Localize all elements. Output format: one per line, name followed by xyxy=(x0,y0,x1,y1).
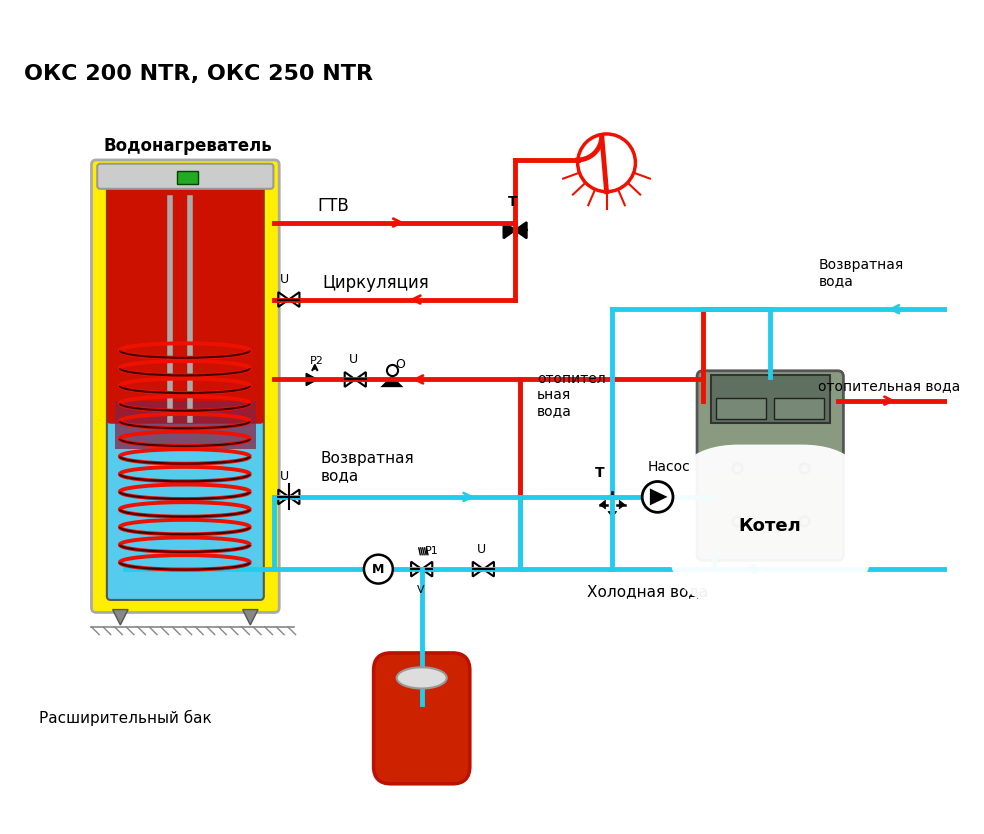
Polygon shape xyxy=(306,374,318,385)
Polygon shape xyxy=(243,610,258,625)
Text: Возвратная
вода: Возвратная вода xyxy=(321,450,414,483)
Text: ОКС 200 NTR, ОКС 250 NTR: ОКС 200 NTR, ОКС 250 NTR xyxy=(24,63,373,83)
Circle shape xyxy=(364,555,393,584)
FancyBboxPatch shape xyxy=(107,173,264,600)
Bar xyxy=(716,398,767,419)
Text: Возвратная
вода: Возвратная вода xyxy=(819,258,903,288)
Text: U: U xyxy=(279,273,288,286)
FancyBboxPatch shape xyxy=(702,475,838,554)
Text: P1: P1 xyxy=(424,545,438,555)
FancyBboxPatch shape xyxy=(374,653,469,784)
Bar xyxy=(177,170,199,184)
Text: U: U xyxy=(477,543,486,555)
Bar xyxy=(710,374,830,423)
Text: T: T xyxy=(508,195,517,209)
Text: U: U xyxy=(279,470,288,484)
Text: Водонагреватель: Водонагреватель xyxy=(104,137,273,155)
Text: P2: P2 xyxy=(310,356,324,366)
Text: V: V xyxy=(417,585,424,595)
Text: M: M xyxy=(372,563,385,575)
Text: U: U xyxy=(348,353,358,366)
Bar xyxy=(114,400,256,449)
Text: Холодная вода: Холодная вода xyxy=(587,585,708,600)
Circle shape xyxy=(643,481,673,512)
FancyBboxPatch shape xyxy=(97,163,274,188)
Polygon shape xyxy=(619,500,625,509)
Polygon shape xyxy=(608,511,617,517)
Bar xyxy=(774,398,825,419)
FancyBboxPatch shape xyxy=(697,371,843,560)
Text: Котел: Котел xyxy=(739,517,802,535)
FancyBboxPatch shape xyxy=(107,173,264,424)
Polygon shape xyxy=(112,610,128,625)
Text: T: T xyxy=(595,465,604,480)
Text: ГТВ: ГТВ xyxy=(318,197,349,215)
Text: Циркуляция: Циркуляция xyxy=(323,274,429,292)
Polygon shape xyxy=(600,500,605,509)
Polygon shape xyxy=(515,222,526,239)
Ellipse shape xyxy=(397,667,447,689)
Text: отопител
ьная
вода: отопител ьная вода xyxy=(537,372,606,418)
Polygon shape xyxy=(380,375,403,387)
Polygon shape xyxy=(649,489,667,505)
Text: O: O xyxy=(396,359,405,371)
Text: отопительная вода: отопительная вода xyxy=(819,379,960,393)
FancyBboxPatch shape xyxy=(92,160,279,612)
Text: Расширительный бак: Расширительный бак xyxy=(38,711,212,726)
Polygon shape xyxy=(608,492,617,498)
Polygon shape xyxy=(504,222,515,239)
Text: Насос: Насос xyxy=(647,460,691,474)
